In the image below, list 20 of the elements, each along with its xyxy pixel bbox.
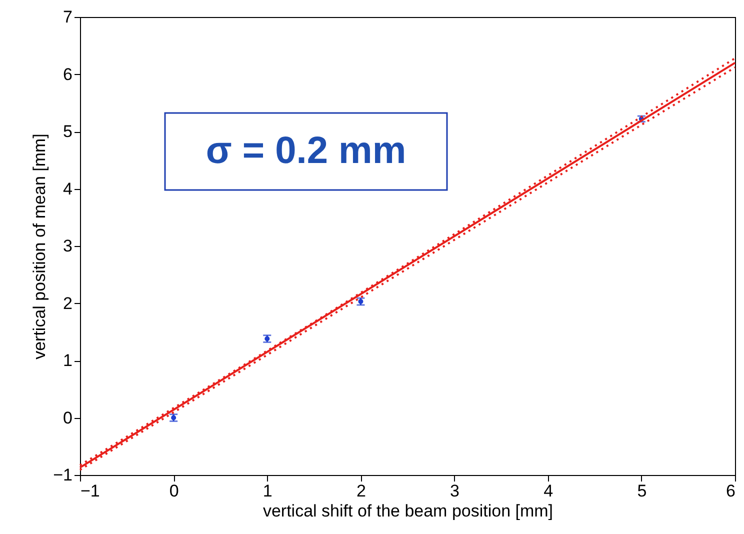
y-tick-label: −1 bbox=[53, 466, 72, 484]
y-axis-title: vertical position of mean [mm] bbox=[30, 134, 50, 360]
x-tick-label: 5 bbox=[637, 482, 647, 500]
x-tick-label: 0 bbox=[169, 482, 179, 500]
y-tick-label: 4 bbox=[63, 179, 72, 198]
x-tick-label: 3 bbox=[450, 482, 460, 500]
y-tick-label: 5 bbox=[63, 122, 72, 141]
y-tick-label: 2 bbox=[63, 294, 72, 313]
y-tick-label: 6 bbox=[63, 64, 72, 84]
x-tick-label: 6 bbox=[726, 482, 736, 500]
x-tick-label: 2 bbox=[356, 482, 366, 500]
x-tick-label: −1 bbox=[80, 482, 100, 500]
y-tick-label: 3 bbox=[63, 236, 72, 256]
x-tick-label: 1 bbox=[262, 482, 272, 500]
y-tick-label: 0 bbox=[63, 408, 72, 428]
annotation: σ = 0.2 mm bbox=[206, 130, 406, 172]
x-tick-label: 4 bbox=[544, 482, 554, 500]
y-tick-label: 1 bbox=[63, 351, 72, 370]
x-axis-title: vertical shift of the beam position [mm] bbox=[262, 502, 554, 520]
y-tick-label: 7 bbox=[63, 8, 72, 26]
